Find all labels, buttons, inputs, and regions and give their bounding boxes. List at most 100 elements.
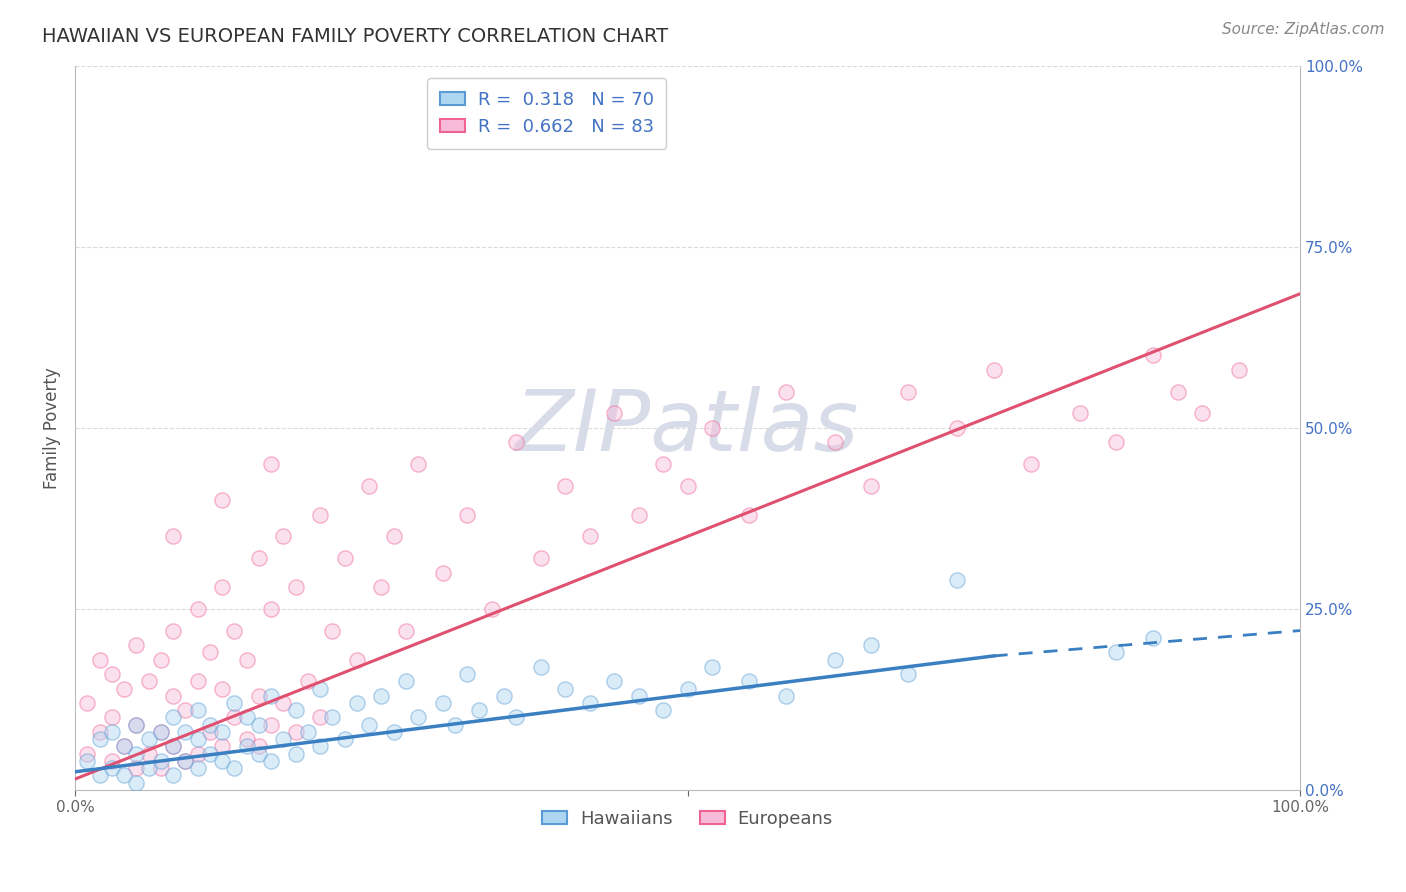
Point	[198, 747, 221, 761]
Point	[211, 754, 233, 768]
Point	[652, 457, 675, 471]
Point	[1191, 406, 1213, 420]
Point	[112, 739, 135, 754]
Point	[100, 710, 122, 724]
Point	[100, 725, 122, 739]
Point	[174, 725, 197, 739]
Point	[321, 710, 343, 724]
Point	[247, 739, 270, 754]
Point	[554, 479, 576, 493]
Point	[138, 732, 160, 747]
Point	[284, 703, 307, 717]
Point	[946, 421, 969, 435]
Point	[1227, 363, 1250, 377]
Point	[456, 667, 478, 681]
Point	[603, 406, 626, 420]
Point	[211, 580, 233, 594]
Point	[260, 754, 283, 768]
Point	[284, 725, 307, 739]
Point	[174, 754, 197, 768]
Point	[382, 529, 405, 543]
Point	[824, 652, 846, 666]
Point	[224, 696, 246, 710]
Point	[198, 725, 221, 739]
Point	[125, 638, 148, 652]
Point	[186, 674, 208, 689]
Point	[578, 696, 600, 710]
Point	[186, 703, 208, 717]
Point	[738, 508, 761, 522]
Point	[395, 674, 418, 689]
Point	[174, 703, 197, 717]
Point	[260, 689, 283, 703]
Point	[700, 421, 723, 435]
Point	[370, 689, 392, 703]
Point	[492, 689, 515, 703]
Point	[247, 689, 270, 703]
Point	[211, 725, 233, 739]
Point	[138, 761, 160, 775]
Point	[271, 529, 294, 543]
Point	[138, 747, 160, 761]
Point	[247, 717, 270, 731]
Point	[138, 674, 160, 689]
Point	[297, 674, 319, 689]
Point	[89, 732, 111, 747]
Point	[260, 717, 283, 731]
Point	[149, 652, 172, 666]
Point	[432, 696, 454, 710]
Point	[162, 739, 184, 754]
Point	[382, 725, 405, 739]
Point	[676, 681, 699, 696]
Point	[357, 717, 380, 731]
Point	[1142, 348, 1164, 362]
Point	[174, 754, 197, 768]
Point	[676, 479, 699, 493]
Point	[247, 551, 270, 566]
Point	[235, 652, 257, 666]
Point	[897, 667, 920, 681]
Point	[1166, 384, 1188, 399]
Point	[775, 384, 797, 399]
Point	[505, 710, 527, 724]
Point	[860, 479, 883, 493]
Legend: Hawaiians, Europeans: Hawaiians, Europeans	[534, 803, 841, 835]
Point	[395, 624, 418, 638]
Point	[309, 681, 332, 696]
Point	[333, 551, 356, 566]
Point	[1105, 435, 1128, 450]
Point	[211, 493, 233, 508]
Point	[432, 566, 454, 580]
Point	[162, 739, 184, 754]
Point	[652, 703, 675, 717]
Point	[235, 710, 257, 724]
Point	[983, 363, 1005, 377]
Point	[456, 508, 478, 522]
Point	[224, 710, 246, 724]
Point	[627, 689, 650, 703]
Point	[357, 479, 380, 493]
Point	[1105, 645, 1128, 659]
Point	[89, 652, 111, 666]
Point	[186, 761, 208, 775]
Point	[554, 681, 576, 696]
Point	[309, 739, 332, 754]
Point	[100, 761, 122, 775]
Point	[76, 754, 98, 768]
Y-axis label: Family Poverty: Family Poverty	[44, 367, 60, 489]
Point	[149, 725, 172, 739]
Point	[468, 703, 491, 717]
Point	[297, 725, 319, 739]
Point	[309, 710, 332, 724]
Point	[162, 768, 184, 782]
Point	[529, 551, 551, 566]
Point	[481, 602, 503, 616]
Point	[235, 739, 257, 754]
Point	[406, 457, 429, 471]
Point	[149, 725, 172, 739]
Point	[603, 674, 626, 689]
Point	[505, 435, 527, 450]
Point	[309, 508, 332, 522]
Point	[946, 573, 969, 587]
Point	[271, 696, 294, 710]
